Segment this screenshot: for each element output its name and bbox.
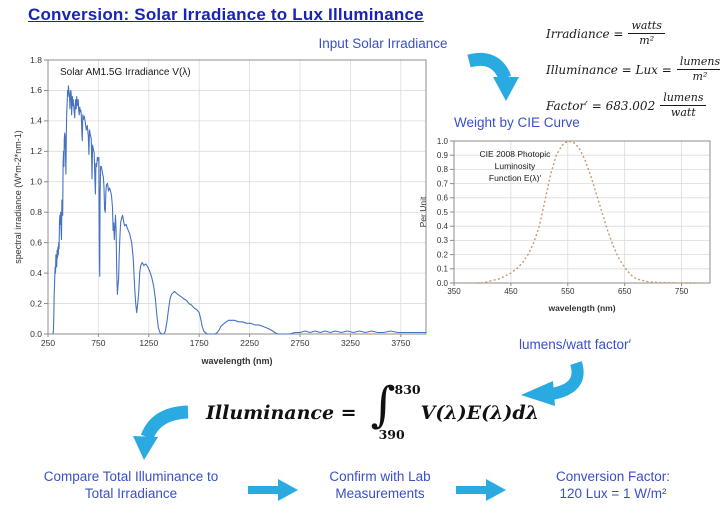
svg-text:Function E(λ)′: Function E(λ)′	[489, 173, 542, 183]
svg-text:450: 450	[504, 287, 518, 296]
svg-text:0.3: 0.3	[437, 236, 449, 245]
label-lumens-watt-factor: lumens/watt factor′	[518, 337, 632, 352]
svg-text:0.5: 0.5	[437, 208, 449, 217]
integral-sign: ∫	[370, 377, 396, 433]
svg-text:0.1: 0.1	[437, 265, 449, 274]
svg-text:2250: 2250	[240, 338, 259, 348]
fraction: lumens m²	[676, 56, 720, 83]
label-compare-totals: Compare Total Illuminance to Total Irrad…	[12, 468, 250, 502]
svg-text:2750: 2750	[291, 338, 310, 348]
svg-text:1.8: 1.8	[30, 55, 42, 65]
svg-text:CIE 2008 Photopic: CIE 2008 Photopic	[480, 149, 552, 159]
label-conversion-factor: Conversion Factor: 120 Lux = 1 W/m²	[518, 468, 708, 502]
svg-text:3750: 3750	[391, 338, 410, 348]
svg-text:1.6: 1.6	[30, 85, 42, 95]
formula-factor: Factor′ = 683.002 lumens watt	[546, 92, 718, 119]
svg-text:1.0: 1.0	[437, 137, 449, 146]
svg-text:0.2: 0.2	[437, 250, 449, 259]
curved-arrow-down-left-icon	[133, 405, 189, 460]
fraction: watts m²	[628, 20, 665, 47]
label-confirm-lab: Confirm with Lab Measurements	[306, 468, 454, 502]
integral-rhs: V(λ)E(λ)dλ	[420, 402, 540, 424]
page-title: Conversion: Solar Irradiance to Lux Illu…	[28, 5, 424, 24]
svg-text:1.2: 1.2	[30, 146, 42, 156]
svg-text:Luminosity: Luminosity	[495, 161, 536, 171]
svg-text:1.4: 1.4	[30, 116, 42, 126]
fraction: lumens watt	[660, 92, 707, 119]
svg-text:0.6: 0.6	[437, 194, 449, 203]
formula-lhs: Illuminance = Lux =	[546, 62, 672, 77]
integral-upper-limit: 830	[394, 382, 421, 397]
integral-sign-group: ∫ 830 390	[365, 377, 421, 442]
svg-text:0.0: 0.0	[30, 329, 42, 339]
svg-text:0.6: 0.6	[30, 237, 42, 247]
solar-irradiance-chart: 250 750 1250 1750 2250 2750 3250 3750 0.0 0.2 0.4 0…	[13, 55, 427, 366]
cie-photopic-chart: 350 450 550 650 750 0.0 0.1 0.2 0.3 0.4 0.5 0.6 0.7 0…	[418, 137, 711, 313]
svg-text:0.4: 0.4	[30, 268, 42, 278]
label-line: Measurements	[335, 486, 425, 501]
svg-text:Solar AM1.5G Irradiance V(λ): Solar AM1.5G Irradiance V(λ)	[60, 67, 191, 78]
svg-text:0.7: 0.7	[437, 179, 449, 188]
svg-text:wavelength (nm): wavelength (nm)	[547, 303, 615, 313]
curved-arrow-down-icon	[467, 52, 519, 101]
svg-text:Per Unit: Per Unit	[418, 196, 428, 227]
label-line: Total Irradiance	[84, 486, 178, 501]
svg-text:spectral irradiance (W*m-2*nm-: spectral irradiance (W*m-2*nm-1)	[13, 130, 23, 264]
svg-text:0.9: 0.9	[437, 151, 449, 160]
svg-text:1750: 1750	[190, 338, 209, 348]
svg-text:650: 650	[618, 287, 632, 296]
right-arrow-icon	[248, 479, 298, 501]
integral-lhs: Illuminance =	[206, 402, 357, 424]
label-line: 120 Lux = 1 W/m²	[559, 486, 667, 501]
formula-irradiance: Irradiance = watts m²	[546, 20, 718, 47]
label-line: Compare Total Illuminance to	[43, 469, 219, 484]
svg-text:550: 550	[561, 287, 575, 296]
right-arrow-icon	[456, 479, 506, 501]
svg-text:1.0: 1.0	[30, 177, 42, 187]
label-line: Confirm with Lab	[329, 469, 431, 484]
label-line: Conversion Factor:	[555, 469, 671, 484]
svg-text:0.0: 0.0	[437, 279, 449, 288]
label-input-solar-irradiance: Input Solar Irradiance	[318, 36, 448, 51]
svg-text:0.4: 0.4	[437, 222, 449, 231]
curved-arrow-left-icon	[521, 361, 584, 406]
formula-lhs: Factor′ = 683.002	[546, 98, 656, 113]
svg-text:1250: 1250	[139, 338, 158, 348]
label-weight-by-cie-curve: Weight by CIE Curve	[454, 115, 580, 130]
formula-lhs: Irradiance =	[546, 26, 624, 41]
svg-text:750: 750	[91, 338, 105, 348]
svg-text:0.8: 0.8	[437, 165, 449, 174]
svg-text:0.2: 0.2	[30, 298, 42, 308]
svg-text:0.8: 0.8	[30, 207, 42, 217]
svg-text:350: 350	[447, 287, 461, 296]
svg-text:250: 250	[41, 338, 55, 348]
svg-text:3250: 3250	[341, 338, 360, 348]
integral-lower-limit: 390	[378, 427, 405, 442]
unit-formulas: Irradiance = watts m² Illuminance = Lux …	[546, 20, 720, 128]
integral-formula: Illuminance = ∫ 830 390 V(λ)E(λ)dλ	[206, 377, 540, 442]
svg-text:wavelength (nm): wavelength (nm)	[200, 356, 272, 366]
formula-illuminance: Illuminance = Lux = lumens m²	[546, 56, 720, 83]
svg-text:750: 750	[675, 287, 689, 296]
